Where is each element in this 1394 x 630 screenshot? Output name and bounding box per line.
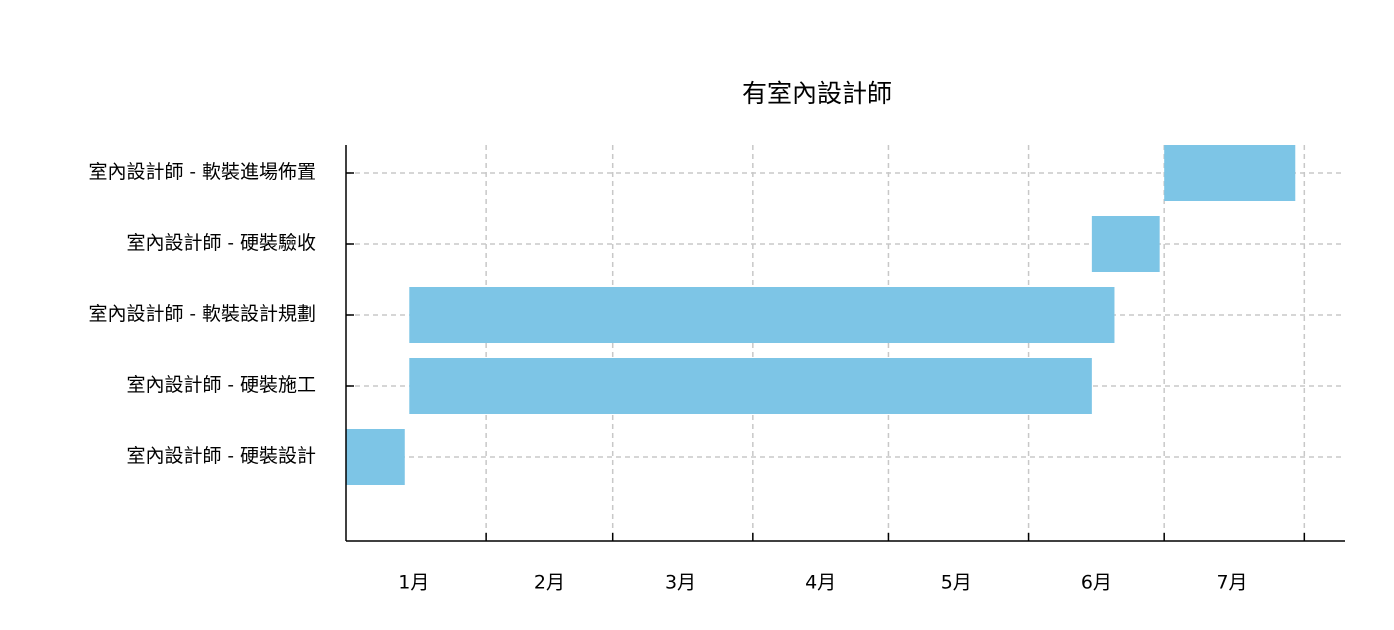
bar bbox=[1091, 216, 1160, 272]
x-tick-label: 7月 bbox=[1216, 572, 1247, 594]
bar bbox=[1164, 145, 1296, 201]
y-tick-label: 室內設計師 - 硬裝驗收 bbox=[127, 232, 317, 254]
bar bbox=[409, 358, 1092, 414]
y-tick-label: 室內設計師 - 軟裝進場佈置 bbox=[89, 161, 317, 183]
x-tick-label: 6月 bbox=[1081, 572, 1112, 594]
bar bbox=[346, 429, 405, 485]
x-tick-label: 1月 bbox=[398, 572, 429, 594]
chart-title: 有室內設計師 bbox=[742, 79, 892, 108]
y-tick-label: 室內設計師 - 軟裝設計規劃 bbox=[89, 303, 317, 325]
bar bbox=[409, 287, 1115, 343]
x-tick-label: 5月 bbox=[941, 572, 972, 594]
y-tick-label: 室內設計師 - 硬裝施工 bbox=[127, 374, 317, 396]
x-tick-label: 2月 bbox=[534, 572, 565, 594]
y-tick-label: 室內設計師 - 硬裝設計 bbox=[127, 445, 317, 467]
x-tick-label: 4月 bbox=[805, 572, 836, 594]
x-tick-label: 3月 bbox=[665, 572, 696, 594]
